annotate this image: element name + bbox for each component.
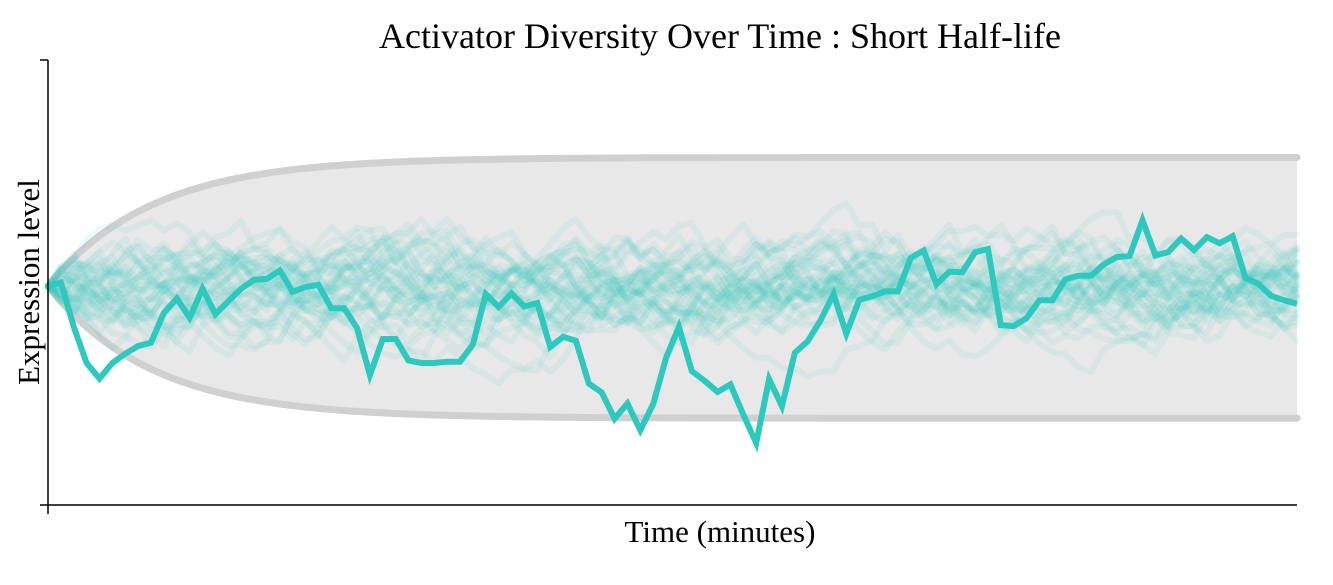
background-trace [45,224,1300,333]
background-trace [45,238,1300,360]
background-trace [45,253,1300,326]
plot-area [44,154,1301,453]
background-trace [45,251,1300,333]
background-trace [45,241,1300,353]
background-trace [45,235,1300,343]
background-trace [45,234,1300,341]
background-trace [45,243,1300,329]
background-trace [45,200,1300,312]
background-trace [45,228,1300,355]
background-trace [45,224,1300,325]
background-trace [45,209,1300,333]
highlighted-trace-1 [47,211,1298,453]
background-trace [45,229,1300,352]
background-trace [45,223,1300,336]
variance-band-upper-edge [44,154,1301,290]
background-trace [45,215,1300,380]
background-trace [45,235,1300,364]
variance-band [48,157,1297,419]
background-trace [45,237,1300,357]
background-trace [45,238,1300,340]
background-trace [45,258,1300,356]
background-trace [45,260,1300,353]
axes [40,59,1297,514]
background-trace [45,229,1300,342]
background-trace [45,221,1300,334]
background-trace [45,230,1300,345]
chart-title: Activator Diversity Over Time : Short Ha… [379,16,1061,56]
background-trace [45,225,1300,339]
background-trace [45,240,1300,338]
variance-band-lower-edge [44,282,1301,422]
background-trace [45,228,1300,353]
x-axis-label: Time (minutes) [625,514,816,549]
background-trace [45,228,1300,359]
y-axis-label: Expression level [11,179,46,385]
